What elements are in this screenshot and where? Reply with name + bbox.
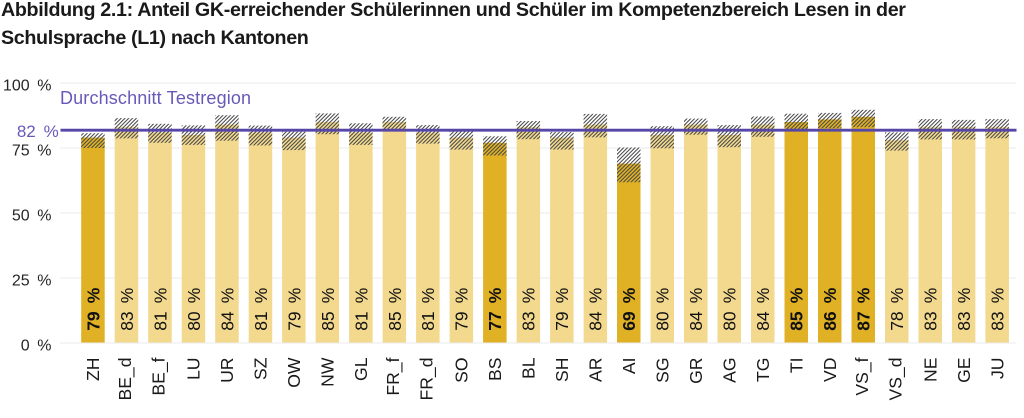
svg-text:BS: BS xyxy=(485,358,505,381)
svg-text:SH: SH xyxy=(552,358,572,382)
svg-text:GR: GR xyxy=(686,358,706,384)
svg-text:Durchschnitt Testregion: Durchschnitt Testregion xyxy=(60,88,251,108)
svg-text:77 %: 77 % xyxy=(485,287,505,331)
svg-text:0 %: 0 % xyxy=(21,338,52,355)
svg-text:87 %: 87 % xyxy=(854,287,874,331)
svg-text:25 %: 25 % xyxy=(12,273,52,290)
svg-text:BE_f: BE_f xyxy=(149,357,170,395)
svg-text:UR: UR xyxy=(217,358,237,383)
svg-text:100 %: 100 % xyxy=(3,78,52,95)
svg-text:TI: TI xyxy=(787,358,807,374)
svg-text:86 %: 86 % xyxy=(820,287,840,331)
svg-text:69 %: 69 % xyxy=(619,287,639,331)
svg-text:AG: AG xyxy=(720,358,740,383)
svg-text:SO: SO xyxy=(452,358,472,383)
svg-text:Schulsprache (L1) nach Kantone: Schulsprache (L1) nach Kantonen xyxy=(1,27,309,49)
svg-text:75 %: 75 % xyxy=(12,143,52,160)
svg-text:TG: TG xyxy=(753,358,773,382)
svg-text:GE: GE xyxy=(954,358,974,383)
svg-text:BE_d: BE_d xyxy=(115,358,136,401)
svg-text:NE: NE xyxy=(921,358,941,382)
svg-text:AI: AI xyxy=(619,358,639,375)
svg-text:ZH: ZH xyxy=(83,358,103,381)
svg-text:85 %: 85 % xyxy=(787,287,807,331)
svg-text:82 %: 82 % xyxy=(17,122,59,141)
svg-text:AR: AR xyxy=(586,358,606,382)
svg-text:GL: GL xyxy=(351,357,371,381)
svg-text:VS_d: VS_d xyxy=(885,358,906,401)
svg-text:SZ: SZ xyxy=(251,357,271,380)
svg-text:FR_f: FR_f xyxy=(383,357,404,395)
svg-text:50 %: 50 % xyxy=(12,208,52,225)
svg-text:NW: NW xyxy=(318,357,338,387)
svg-text:Abbildung 2.1: Anteil GK-errei: Abbildung 2.1: Anteil GK-erreichender Sc… xyxy=(1,0,906,21)
svg-text:LU: LU xyxy=(184,358,204,381)
svg-text:VD: VD xyxy=(820,358,840,382)
svg-text:SG: SG xyxy=(653,358,673,383)
svg-text:VS_f: VS_f xyxy=(852,357,873,395)
svg-text:JU: JU xyxy=(988,358,1008,380)
svg-text:OW: OW xyxy=(284,357,304,388)
svg-text:FR_d: FR_d xyxy=(417,358,438,401)
svg-text:BL: BL xyxy=(519,357,539,379)
svg-text:79 %: 79 % xyxy=(83,287,103,331)
